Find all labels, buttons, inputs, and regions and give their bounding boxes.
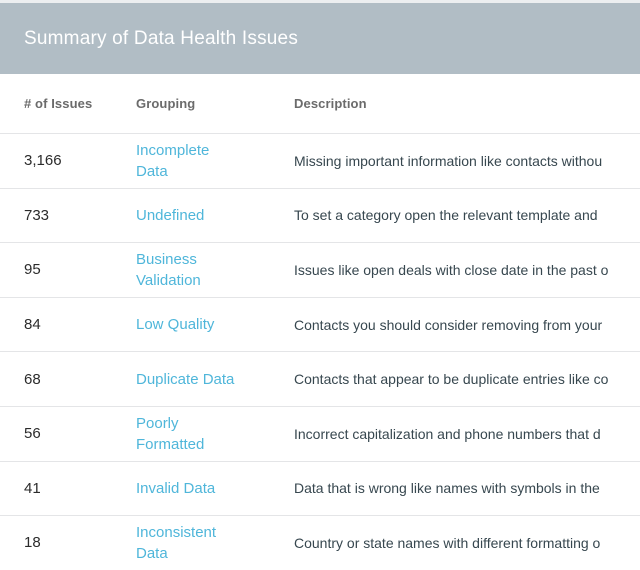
panel-header: Summary of Data Health Issues xyxy=(0,3,640,74)
grouping-link[interactable]: Invalid Data xyxy=(136,479,216,497)
issue-description: To set a category open the relevant temp… xyxy=(294,207,598,224)
issue-description: Incorrect capitalization and phone numbe… xyxy=(294,425,601,442)
issue-description: Issues like open deals with close date i… xyxy=(294,261,609,278)
table-row: 84 Low Quality Contacts you should consi… xyxy=(0,296,640,352)
issue-count: 56 xyxy=(24,425,41,443)
table-row: 68 Duplicate Data Contacts that appear t… xyxy=(0,351,640,406)
issue-description: Contacts that appear to be duplicate ent… xyxy=(294,371,609,388)
issue-count: 95 xyxy=(24,261,41,279)
issue-description: Data that is wrong like names with symbo… xyxy=(294,480,600,497)
grouping-link[interactable]: Duplicate Data xyxy=(136,370,235,388)
table-row: 18 Inconsistent Data Country or state na… xyxy=(0,515,640,570)
issue-count: 18 xyxy=(24,534,41,552)
panel-title: Summary of Data Health Issues xyxy=(24,27,299,49)
column-header-grouping: Grouping xyxy=(136,96,196,111)
grouping-link[interactable]: Inconsistent Data xyxy=(136,523,217,562)
column-header-issues: # of Issues xyxy=(24,96,93,111)
issue-count: 84 xyxy=(24,316,41,334)
issue-count: 68 xyxy=(24,370,41,388)
data-health-table: # of Issues Grouping Description 3,166 I… xyxy=(0,74,640,570)
table-header-row: # of Issues Grouping Description xyxy=(0,74,640,133)
issue-description: Missing important information like conta… xyxy=(294,152,603,169)
table-row: 41 Invalid Data Data that is wrong like … xyxy=(0,460,640,516)
table-row: 3,166 Incomplete Data Missing important … xyxy=(0,133,640,188)
issue-count: 3,166 xyxy=(24,152,62,170)
grouping-link[interactable]: Incomplete Data xyxy=(136,141,210,180)
top-strip xyxy=(0,0,640,3)
table-row: 56 Poorly Formatted Incorrect capitaliza… xyxy=(0,405,640,461)
grouping-link[interactable]: Business Validation xyxy=(136,250,201,289)
table-row: 95 Business Validation Issues like open … xyxy=(0,242,640,297)
issue-description: Country or state names with different fo… xyxy=(294,534,601,551)
issue-count: 733 xyxy=(24,206,50,224)
column-header-description: Description xyxy=(294,96,367,111)
grouping-link[interactable]: Low Quality xyxy=(136,316,215,334)
issue-count: 41 xyxy=(24,479,41,497)
grouping-link[interactable]: Poorly Formatted xyxy=(136,414,205,453)
issue-description: Contacts you should consider removing fr… xyxy=(294,316,603,333)
grouping-link[interactable]: Undefined xyxy=(136,206,205,224)
table-row: 733 Undefined To set a category open the… xyxy=(0,187,640,243)
